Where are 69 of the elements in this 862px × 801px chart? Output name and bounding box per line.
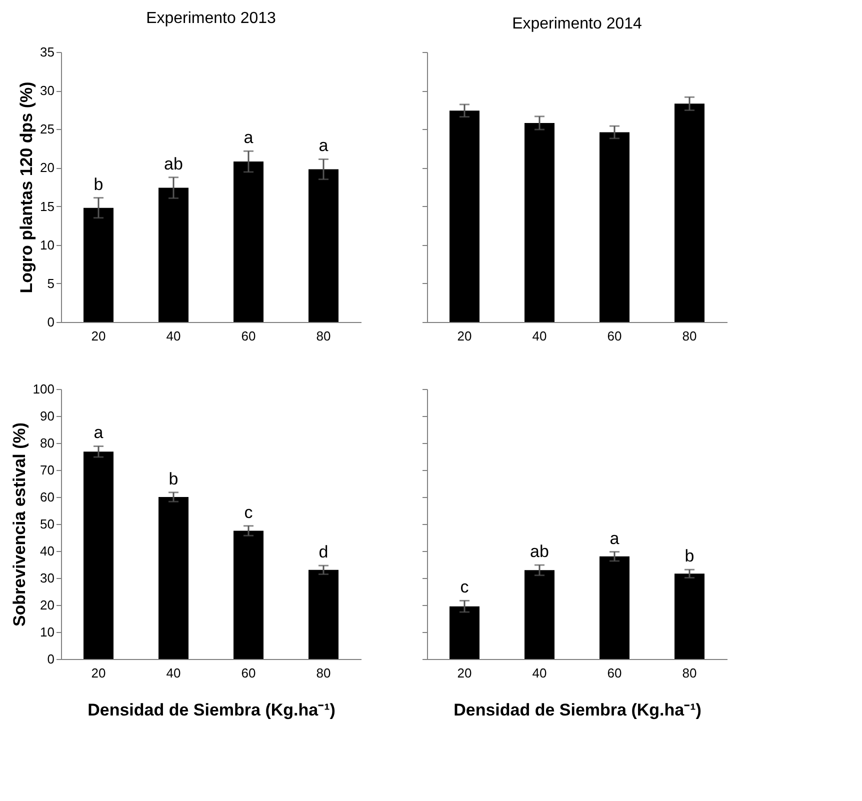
y-tick-label: 10: [40, 237, 54, 252]
data-label: ab: [164, 154, 183, 174]
y-tick-label: 30: [40, 83, 54, 98]
data-label: b: [168, 469, 178, 488]
data-label: b: [684, 546, 694, 566]
x-tick-label: 40: [532, 328, 547, 344]
x-tick-label: 80: [316, 666, 331, 680]
data-label: d: [318, 542, 328, 562]
x-tick-label: 20: [457, 328, 472, 344]
y-tick-label: 70: [40, 462, 54, 478]
bar: [450, 110, 480, 322]
y-tick-label: 0: [47, 652, 54, 666]
bar: [524, 122, 554, 322]
data-label: b: [94, 174, 104, 194]
bar: [84, 452, 114, 659]
bar: [450, 606, 480, 659]
y-tick-label: 0: [47, 314, 54, 330]
bar: [674, 574, 704, 659]
bar: [600, 556, 630, 659]
x-tick-label: 60: [607, 328, 622, 344]
x-tick-label: 80: [316, 328, 331, 344]
data-label: c: [460, 578, 470, 597]
y-tick-label: 60: [40, 490, 54, 504]
x-tick-label: 80: [682, 666, 697, 680]
data-label: a: [94, 423, 104, 442]
x-tick-label: 20: [91, 328, 106, 344]
bar: [234, 162, 264, 322]
x-tick-label: 20: [457, 666, 472, 680]
y-tick-label: 5: [47, 276, 54, 291]
bar: [158, 188, 188, 322]
x-tick-label: 60: [607, 666, 622, 680]
y-tick-label: 10: [40, 624, 54, 640]
y-tick-label: 40: [40, 544, 54, 558]
data-label: a: [318, 136, 329, 156]
bar: [158, 497, 188, 659]
y-tick-label: 30: [40, 570, 54, 586]
chart-title: Experimento 2013: [146, 10, 276, 27]
y-tick-label: 90: [40, 408, 54, 424]
y-axis-title: Logro plantas 120 dps (%): [17, 82, 36, 294]
data-label: a: [610, 528, 620, 548]
y-tick-label: 25: [40, 122, 54, 137]
bar: [674, 104, 704, 322]
y-tick-label: 15: [40, 198, 54, 214]
y-tick-label: 35: [40, 44, 54, 60]
x-axis-title: Densidad de Siembra (Kg.ha⁻¹): [454, 700, 702, 720]
bar: [308, 570, 338, 659]
x-axis-title: Densidad de Siembra (Kg.ha⁻¹): [88, 700, 336, 720]
bar: [234, 530, 264, 659]
x-tick-label: 40: [166, 328, 181, 344]
x-tick-label: 20: [91, 666, 106, 680]
y-tick-label: 100: [32, 382, 54, 396]
x-tick-label: 60: [241, 328, 256, 344]
data-label: ab: [530, 542, 549, 562]
data-label: c: [244, 502, 254, 522]
bar: [84, 208, 114, 322]
chart-title: Experimento 2014: [512, 16, 642, 32]
x-tick-label: 80: [682, 328, 697, 344]
bar: [600, 132, 630, 322]
data-label: a: [244, 128, 254, 148]
y-tick-label: 80: [40, 436, 54, 450]
y-tick-label: 20: [40, 598, 54, 612]
bar: [524, 570, 554, 659]
bar: [308, 169, 338, 322]
y-tick-label: 20: [40, 160, 54, 176]
y-axis-title: Sobrevivencia estival (%): [10, 422, 29, 627]
x-tick-label: 60: [241, 666, 256, 680]
x-tick-label: 40: [166, 666, 181, 680]
x-tick-label: 40: [532, 666, 547, 680]
y-tick-label: 50: [40, 516, 54, 532]
